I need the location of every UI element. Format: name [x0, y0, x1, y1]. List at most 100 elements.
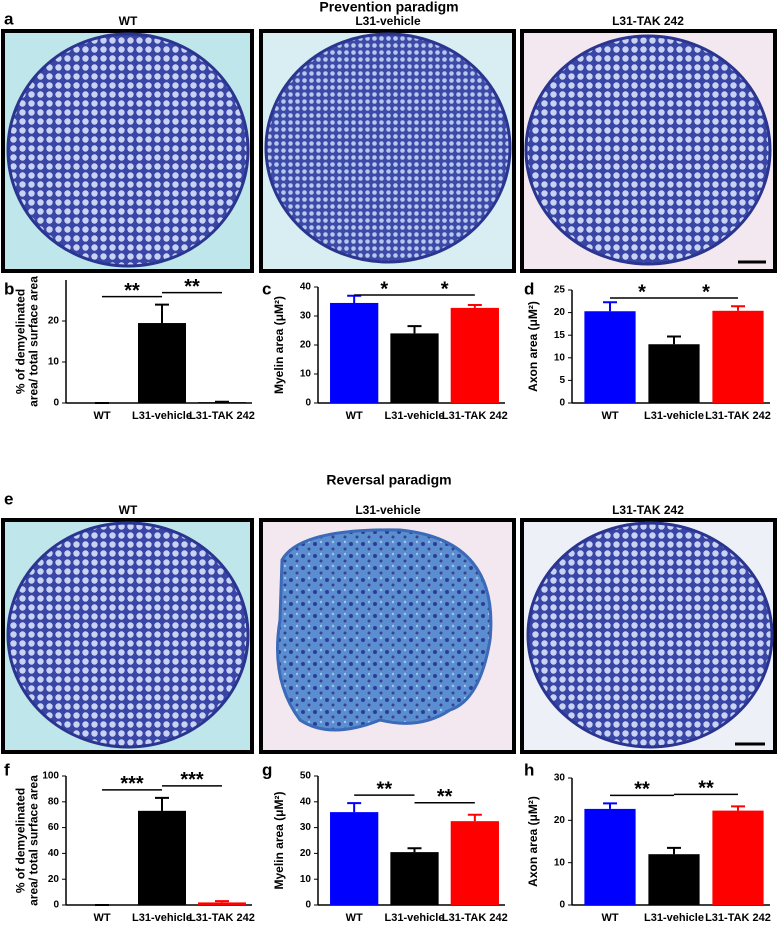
- y-tick-label: 30: [300, 311, 312, 322]
- image-label: WT: [119, 14, 138, 28]
- y-tick-label: 30: [554, 773, 566, 784]
- error-bar: [603, 802, 617, 809]
- y-tick-label: 25: [554, 285, 566, 296]
- paradigm-title: Reversal paradigm: [326, 472, 451, 488]
- y-tick-label: 40: [48, 848, 60, 859]
- y-tick-label: 60: [48, 822, 60, 833]
- bar: [330, 812, 379, 905]
- bar: [138, 323, 186, 403]
- x-tick-label: WT: [346, 410, 363, 422]
- x-tick-label: L31-vehicle: [644, 912, 704, 924]
- significance-label: *: [702, 281, 710, 303]
- error-bar: [667, 335, 681, 345]
- significance-label: **: [124, 280, 140, 302]
- panel-letter: e: [4, 489, 13, 508]
- panel-letter: h: [524, 760, 534, 779]
- error-bar: [731, 805, 745, 811]
- significance-label: **: [634, 779, 650, 801]
- x-tick-label: L31-TAK 242: [442, 410, 508, 422]
- y-tick-label: 10: [300, 874, 312, 885]
- y-axis-label: % of demyelinated: [14, 788, 28, 893]
- error-bar: [467, 303, 482, 308]
- y-tick-label: 30: [300, 822, 312, 833]
- significance-label: ***: [180, 769, 204, 791]
- y-tick-label: 5: [559, 375, 565, 386]
- x-tick-label: L31-TAK 242: [705, 410, 771, 422]
- y-axis-label: area/ total surface area: [27, 276, 41, 407]
- y-tick-label: 0: [305, 900, 311, 911]
- significance-label: **: [437, 786, 453, 808]
- x-tick-label: L31-vehicle: [132, 912, 192, 924]
- x-tick-label: L31-vehicle: [385, 410, 445, 422]
- image-label: L31-vehicle: [355, 14, 421, 28]
- significance-label: **: [184, 276, 200, 298]
- bar: [198, 902, 246, 905]
- bar: [390, 852, 439, 905]
- x-tick-label: WT: [601, 912, 618, 924]
- error-bar: [603, 301, 617, 312]
- x-tick-label: L31-TAK 242: [189, 410, 255, 422]
- y-tick-label: 0: [53, 398, 59, 409]
- y-axis-label: Myelin area (μM²): [272, 791, 286, 889]
- x-tick-label: WT: [93, 912, 110, 924]
- significance-label: **: [377, 778, 393, 800]
- panel-letter: c: [262, 279, 271, 298]
- error-bar: [407, 325, 422, 334]
- bar: [712, 310, 764, 403]
- panel-letter: f: [4, 760, 10, 779]
- significance-label: ***: [120, 773, 144, 795]
- y-tick-label: 20: [554, 815, 566, 826]
- error-bar: [407, 847, 422, 853]
- y-tick-label: 10: [300, 369, 312, 380]
- bar: [390, 333, 439, 403]
- y-tick-label: 0: [305, 398, 311, 409]
- y-tick-label: 0: [559, 900, 565, 911]
- significance-label: *: [380, 278, 388, 300]
- micrographs-a: [1, 29, 777, 273]
- y-axis-label: area/ total surface area: [27, 775, 41, 906]
- error-bar: [467, 813, 482, 822]
- error-bar: [667, 846, 681, 855]
- micrographs-e: [1, 518, 777, 754]
- bar: [648, 344, 700, 403]
- bar: [450, 307, 499, 403]
- y-tick-label: 10: [554, 857, 566, 868]
- x-tick-label: WT: [601, 410, 618, 422]
- x-tick-label: L31-TAK 242: [189, 912, 255, 924]
- y-tick-label: 15: [554, 330, 566, 341]
- paradigm-title: Prevention paradigm: [319, 0, 458, 15]
- y-axis-label: % of demyelinated: [14, 289, 28, 394]
- error-bar: [215, 900, 229, 903]
- panel-letter: d: [524, 279, 534, 298]
- error-bar: [155, 303, 169, 324]
- image-label: L31-TAK 242: [612, 14, 684, 28]
- image-label: L31-TAK 242: [612, 503, 684, 517]
- y-axis-label: Myelin area (μM²): [272, 296, 286, 394]
- y-tick-label: 40: [300, 282, 312, 293]
- y-axis-label: Axon area (μM²): [526, 301, 540, 392]
- error-bar: [731, 305, 745, 311]
- bar: [584, 808, 636, 905]
- x-tick-label: L31-TAK 242: [442, 912, 508, 924]
- image-label: L31-vehicle: [355, 503, 421, 517]
- x-tick-label: WT: [93, 410, 110, 422]
- bar: [584, 311, 636, 403]
- bar: [648, 854, 700, 905]
- y-tick-label: 20: [48, 316, 60, 327]
- error-bar: [347, 802, 362, 813]
- error-bar: [347, 294, 362, 303]
- x-tick-label: L31-vehicle: [132, 410, 192, 422]
- x-tick-label: WT: [346, 912, 363, 924]
- significance-label: *: [638, 281, 646, 303]
- x-tick-label: L31-vehicle: [385, 912, 445, 924]
- y-tick-label: 50: [300, 771, 312, 782]
- panel-letter: a: [4, 9, 14, 28]
- panel-letter: g: [262, 760, 272, 779]
- bar: [712, 810, 764, 905]
- y-tick-label: 10: [554, 352, 566, 363]
- y-tick-label: 0: [559, 398, 565, 409]
- y-axis-label: Axon area (μM²): [526, 796, 540, 887]
- bar: [138, 810, 186, 905]
- significance-label: *: [441, 278, 449, 300]
